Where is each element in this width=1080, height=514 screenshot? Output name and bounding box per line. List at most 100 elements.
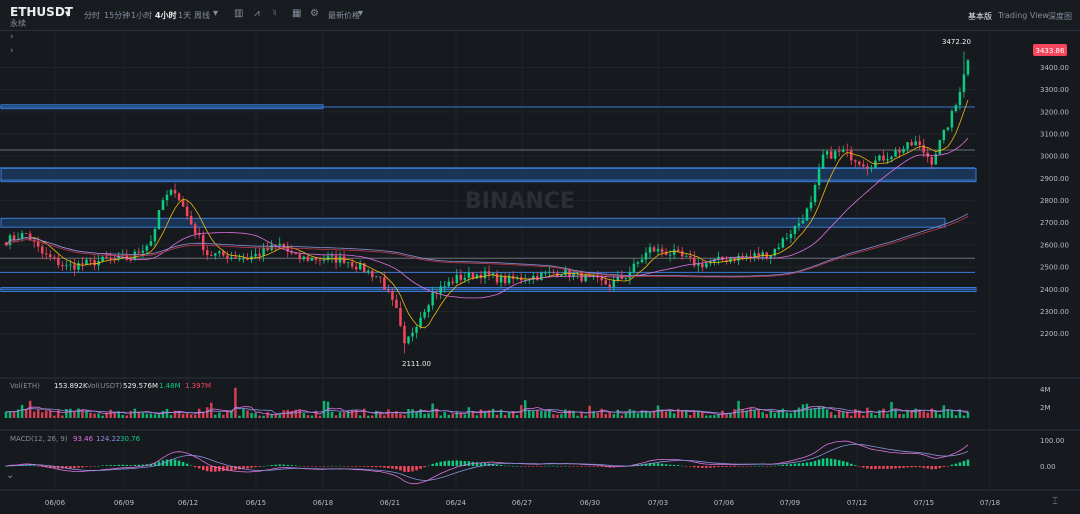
candle-body [451,281,455,284]
volume-bar [841,411,845,418]
candle-body [878,155,881,161]
candle-body [580,272,583,282]
timeframe-tab[interactable]: 1天 [178,11,192,20]
candle-body [829,151,833,159]
candle-body [757,253,760,257]
price-axis: 2200.00 2300.00 2400.00 2500.00 2600.00 2700.… [1040,64,1069,338]
volume-bar [306,415,310,418]
candle-body [761,252,764,257]
candle-body [467,272,471,278]
volume-bar [741,409,744,418]
volume-bar [705,415,708,418]
view-tab-basic[interactable]: 基本版 [968,12,992,21]
volume-bar [495,414,499,418]
volume-bar [451,414,455,418]
volume-bar [105,412,108,418]
volume-bar [262,415,265,418]
volume-bar [153,414,157,418]
candle-body [777,247,781,249]
macd-hist-bar [717,466,720,467]
x-tick-label: 07/06 [714,499,735,507]
volume-bar [16,409,20,418]
candle-body [954,105,958,112]
volume-bar [36,409,40,418]
volume-bar [342,412,346,418]
volume-bar [769,410,772,418]
candle-body [648,247,652,253]
candle-body [161,200,165,210]
macd-hist-bar [24,464,28,466]
candle-body [234,257,237,259]
candle-body [407,336,410,344]
volume-bar [644,411,648,418]
candle-body [129,259,133,261]
macd-hist-bar [443,461,446,466]
candle-type-icon[interactable]: ▥ [234,8,244,19]
candle-body [680,251,684,257]
volume-bar [862,415,865,418]
volume-bar [491,408,495,418]
volume-bar [302,413,306,418]
volume-bar [689,415,692,418]
drawing-tools-icon[interactable]: ♮ [273,8,277,19]
volume-bar [548,409,551,418]
timeframe-tab[interactable]: 周线 [194,11,210,20]
candle-body [149,241,153,246]
y-tick-label: 2600.00 [1040,241,1069,249]
volume-bar [870,412,873,418]
symbol-dropdown-icon[interactable]: ▼ [65,10,71,18]
indicator-icon[interactable]: ⩘ [254,8,260,19]
volume-bar [753,409,756,418]
timeframe-tab[interactable]: 15分钟 [104,11,131,20]
candle-body [443,286,446,287]
timeframe-tab[interactable]: 1小时 [131,11,153,20]
macd-hist-bar [568,466,571,467]
candle-body [894,150,897,157]
candle-body [12,235,16,240]
ruler-icon[interactable]: ⌶ [1052,496,1058,507]
volume-bar [845,412,849,418]
volume-bar [455,411,459,418]
volume-bar [624,412,628,418]
y-tick-label: 3200.00 [1040,108,1069,116]
x-tick-label: 06/24 [446,499,467,507]
macd-hist-bar [769,466,772,467]
timeframe-tab[interactable]: 分时 [84,11,100,20]
volume-bar [125,415,128,418]
settings-gear-icon[interactable]: ⚙ [310,8,319,19]
volume-bar [246,410,249,418]
layout-icon[interactable]: ▦ [292,8,302,19]
view-tab-depth[interactable]: 深度图 [1048,12,1072,21]
more-timeframes-icon[interactable]: ▾ [213,8,219,19]
candle-body [600,277,603,281]
macd-hist-bar [491,463,495,466]
macd-hist-bar [753,465,756,467]
volume-bar [282,410,285,418]
volume-bar [387,409,390,418]
price-type-select[interactable]: 最新价格 [328,11,360,20]
macd-hist-bar [749,466,752,467]
candle-body [568,268,571,278]
volume-bar [93,413,96,418]
expand-panel-icon[interactable]: ⌄ [6,470,15,481]
candle-body [624,278,628,280]
expand-chevron-icon[interactable]: › [10,46,14,56]
macd-hist-bar [572,466,575,467]
symbol-title[interactable]: ETHUSDT [10,5,73,19]
candle-body [475,274,479,279]
volume-bar [358,415,362,418]
volume-bar [882,408,885,418]
volume-bar [463,414,467,418]
expand-chevron-icon[interactable]: › [10,32,14,42]
chevron-down-icon[interactable]: ▾ [358,8,364,19]
view-tab-tradingview[interactable]: Trading View [998,11,1049,20]
candle-body [201,235,205,251]
timeframe-tab-active[interactable]: 4小时 [155,11,177,20]
volume-bar [185,413,189,418]
volume-bar [660,410,664,418]
candle-body [632,263,636,273]
y-tick-label: 2300.00 [1040,308,1069,316]
volume-bar [214,414,217,418]
macd-hist-bar [511,465,515,467]
